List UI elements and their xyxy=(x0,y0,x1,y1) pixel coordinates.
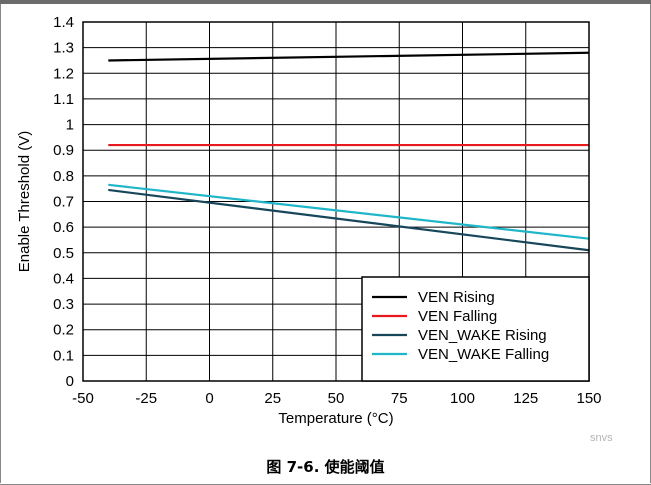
figure-caption: 图 7-6. 使能阈值 xyxy=(266,458,385,476)
y-tick-label: 0.9 xyxy=(53,142,74,159)
legend-box xyxy=(361,276,590,382)
series-lines xyxy=(108,51,590,252)
y-tick-label: 0.1 xyxy=(53,347,74,364)
x-tick-labels: -50 -25 0 25 50 75 100 125 150 xyxy=(72,390,601,407)
y-tick-label: 0.7 xyxy=(53,194,74,211)
legend-label-2: VEN_WAKE Rising xyxy=(418,327,547,344)
plot-border xyxy=(82,21,590,382)
source-tag: snvs xyxy=(590,432,613,444)
y-tick-label: 0.5 xyxy=(53,245,74,262)
x-axis-label: Temperature (°C) xyxy=(278,410,393,427)
legend-label-3: VEN_WAKE Falling xyxy=(418,346,549,363)
y-tick-label: 1.2 xyxy=(53,65,74,82)
legend-label-0: VEN Rising xyxy=(418,289,495,306)
x-tick-label: 125 xyxy=(513,390,538,407)
series-line-0 xyxy=(108,51,590,62)
series-line-2 xyxy=(108,188,590,252)
y-tick-labels: 0 0.1 0.2 0.3 0.4 0.5 0.6 0.7 0.8 0.9 1 1.1 1.2 1.3 1.… xyxy=(53,14,74,390)
y-tick-label: 0.4 xyxy=(53,270,74,287)
y-tick-label: 0.2 xyxy=(53,322,74,339)
x-tick-label: 75 xyxy=(391,390,408,407)
y-tick-label: 0 xyxy=(66,373,74,390)
x-tick-label: 25 xyxy=(264,390,281,407)
y-tick-label: 1 xyxy=(66,117,74,134)
y-tick-label: 0.6 xyxy=(53,219,74,236)
legend: VEN Rising VEN Falling VEN_WAKE Rising VEN_… xyxy=(361,276,590,382)
y-axis-label: Enable Threshold (V) xyxy=(16,131,33,272)
y-tick-label: 1.1 xyxy=(53,91,74,108)
x-tick-label: 0 xyxy=(205,390,213,407)
y-tick-label: 1.3 xyxy=(53,40,74,57)
top-rule xyxy=(0,0,651,4)
legend-label-1: VEN Falling xyxy=(418,308,497,325)
y-tick-label: 0.3 xyxy=(53,296,74,313)
x-tick-label: 50 xyxy=(328,390,345,407)
y-tick-label: 1.4 xyxy=(53,14,74,31)
series-line-3 xyxy=(108,183,590,240)
x-tick-label: 150 xyxy=(576,390,601,407)
x-tick-label: 100 xyxy=(450,390,475,407)
y-tick-label: 0.8 xyxy=(53,168,74,185)
x-tick-label: -50 xyxy=(72,390,94,407)
x-tick-label: -25 xyxy=(135,390,157,407)
